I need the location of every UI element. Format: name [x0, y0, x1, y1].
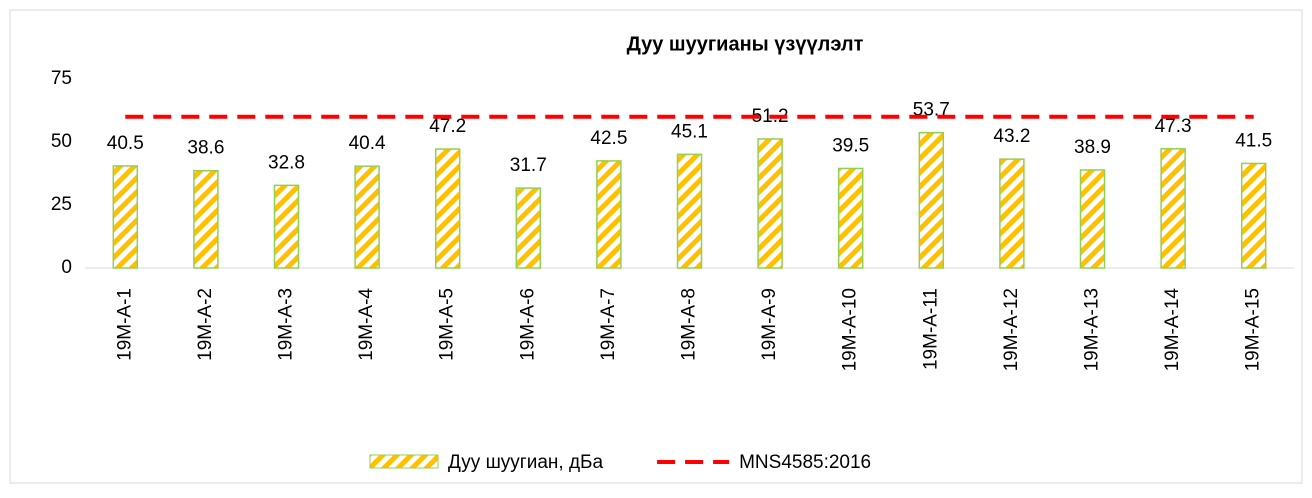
x-tick-label: 19M-A-8	[679, 288, 700, 361]
data-label: 38.6	[187, 138, 224, 159]
data-label: 45.1	[671, 121, 708, 142]
x-tick-label: 19M-A-11	[920, 288, 941, 370]
bar	[596, 160, 622, 269]
data-label: 39.5	[832, 135, 869, 156]
legend-swatch	[369, 454, 439, 469]
bar	[1079, 169, 1106, 269]
bar	[918, 131, 945, 269]
data-label: 40.4	[349, 133, 386, 154]
x-tick-label: 19M-A-6	[517, 288, 538, 361]
x-tick-label: 19M-A-4	[356, 288, 377, 361]
data-label: 31.7	[510, 155, 547, 176]
legend-label: Дуу шуугиан, дБа	[448, 452, 604, 473]
x-tick-label: 19M-A-7	[598, 288, 619, 361]
x-tick-label: 19M-A-3	[276, 288, 297, 361]
x-tick-label: 19M-A-12	[1001, 288, 1022, 371]
bar	[676, 153, 703, 269]
bar	[837, 167, 864, 269]
x-tick-label: 19M-A-5	[437, 288, 458, 361]
bar	[112, 165, 139, 269]
data-label: 47.2	[429, 116, 466, 137]
legend-label: MNS4585:2016	[739, 452, 871, 473]
x-tick-label: 19M-A-13	[1082, 288, 1103, 371]
x-tick-label: 19M-A-2	[195, 288, 216, 361]
x-tick-label: 19M-A-14	[1162, 288, 1183, 372]
bar	[515, 187, 542, 269]
data-label: 42.5	[590, 128, 627, 149]
bar	[757, 138, 783, 269]
bar	[273, 184, 300, 269]
y-tick-label: 75	[51, 68, 72, 89]
data-label: 43.2	[993, 126, 1030, 147]
y-tick-label: 0	[61, 257, 72, 278]
data-label: 41.5	[1235, 130, 1272, 151]
bar	[434, 148, 461, 269]
bar	[354, 165, 380, 269]
x-tick-label: 19M-A-9	[759, 288, 780, 361]
x-tick-label: 19M-A-15	[1243, 288, 1264, 371]
bar	[999, 158, 1025, 269]
data-label: 47.3	[1155, 116, 1192, 137]
y-tick-label: 25	[51, 194, 72, 215]
data-label: 38.9	[1074, 137, 1111, 158]
data-label: 32.8	[268, 152, 305, 173]
data-label: 40.5	[107, 133, 144, 154]
chart-title: Дуу шуугианы үзүүлэлт	[627, 33, 864, 55]
y-tick-label: 50	[51, 131, 72, 152]
x-tick-label: 19M-A-1	[114, 288, 135, 361]
bar	[193, 169, 219, 269]
x-tick-label: 19M-A-10	[840, 288, 861, 371]
bar	[1240, 162, 1267, 269]
bar	[1160, 148, 1186, 269]
